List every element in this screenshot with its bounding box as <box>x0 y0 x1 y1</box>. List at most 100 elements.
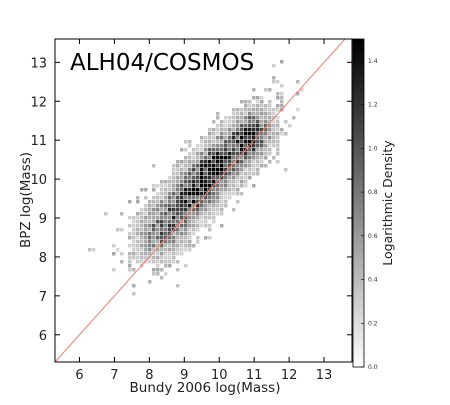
density-cell <box>164 256 168 260</box>
density-cell <box>176 268 180 272</box>
density-cell <box>208 236 212 240</box>
density-cell <box>128 252 132 256</box>
density-cell <box>260 112 264 116</box>
density-cell <box>236 136 240 140</box>
density-cell <box>156 196 160 200</box>
density-cell <box>220 180 224 184</box>
density-cell <box>164 248 168 252</box>
density-cell <box>188 160 192 164</box>
density-cell <box>152 244 156 248</box>
density-cell <box>200 220 204 224</box>
density-cell <box>152 208 156 212</box>
density-cell <box>180 212 184 216</box>
density-cell <box>188 244 192 248</box>
density-cell <box>188 144 192 148</box>
density-cell <box>180 232 184 236</box>
density-cell <box>240 112 244 116</box>
density-cell <box>212 168 216 172</box>
density-cell <box>172 220 176 224</box>
density-cell <box>240 144 244 148</box>
density-cell <box>252 156 256 160</box>
density-cell <box>252 144 256 148</box>
density-cell <box>236 172 240 176</box>
density-cell <box>224 168 228 172</box>
density-cell <box>212 144 216 148</box>
density-cell <box>248 124 252 128</box>
density-cell <box>184 148 188 152</box>
density-cell <box>264 132 268 136</box>
density-cell <box>188 200 192 204</box>
density-cell <box>208 136 212 140</box>
density-cell <box>216 156 220 160</box>
density-cell <box>196 216 200 220</box>
density-cell <box>148 220 152 224</box>
density-cell <box>196 228 200 232</box>
density-cell <box>180 192 184 196</box>
density-cell <box>200 148 204 152</box>
density-cell <box>244 128 248 132</box>
density-cell <box>156 264 160 268</box>
density-cell <box>272 144 276 148</box>
density-cell <box>240 148 244 152</box>
density-cell <box>232 168 236 172</box>
density-cell <box>216 128 220 132</box>
density-cell <box>132 252 136 256</box>
colorbar-tick-label: 0.8 <box>368 189 378 196</box>
density-cell <box>160 236 164 240</box>
density-cell <box>224 148 228 152</box>
density-cell <box>252 116 256 120</box>
density-cell <box>148 216 152 220</box>
density-cell <box>212 136 216 140</box>
density-cell <box>236 192 240 196</box>
density-cell <box>272 64 276 68</box>
density-cell <box>160 212 164 216</box>
density-cell <box>208 152 212 156</box>
density-cell <box>200 152 204 156</box>
density-cell <box>220 200 224 204</box>
density-cell <box>180 216 184 220</box>
density-cell <box>148 208 152 212</box>
density-cell <box>132 220 136 224</box>
density-cell <box>296 108 300 112</box>
density-cell <box>220 212 224 216</box>
density-cell <box>276 92 280 96</box>
density-cell <box>180 204 184 208</box>
density-cell <box>256 96 260 100</box>
density-cell <box>256 168 260 172</box>
density-cell <box>220 140 224 144</box>
density-cell <box>216 208 220 212</box>
density-cell <box>180 220 184 224</box>
density-cell <box>184 176 188 180</box>
density-cell <box>224 172 228 176</box>
density-cell <box>216 124 220 128</box>
density-cell <box>180 188 184 192</box>
density-cell <box>212 148 216 152</box>
density-cell <box>148 212 152 216</box>
density-cell <box>140 240 144 244</box>
density-cell <box>208 180 212 184</box>
density-cell <box>168 184 172 188</box>
density-cell <box>180 244 184 248</box>
density-cell <box>168 200 172 204</box>
density-cell <box>112 252 116 256</box>
density-cell <box>216 116 220 120</box>
density-cell <box>232 136 236 140</box>
density-cell <box>280 92 284 96</box>
density-cell <box>164 272 168 276</box>
density-cell <box>268 108 272 112</box>
density-cell <box>164 180 168 184</box>
density-cell <box>288 124 292 128</box>
density-cell <box>252 148 256 152</box>
density-cell <box>252 96 256 100</box>
density-cell <box>168 228 172 232</box>
density-cell <box>292 116 296 120</box>
colorbar-tick-label: 0.0 <box>368 364 378 371</box>
density-cell <box>252 160 256 164</box>
density-cell <box>236 184 240 188</box>
density-cell <box>220 188 224 192</box>
density-cell <box>232 120 236 124</box>
density-cell <box>136 236 140 240</box>
density-cell <box>240 172 244 176</box>
density-cell <box>168 192 172 196</box>
density-cell <box>220 164 224 168</box>
